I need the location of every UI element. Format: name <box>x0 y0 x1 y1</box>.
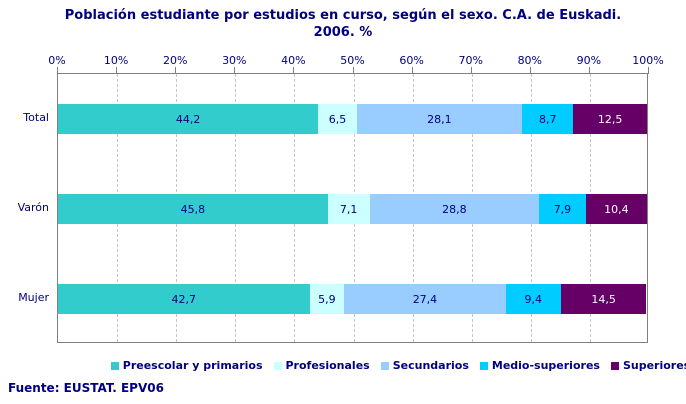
legend-item: Profesionales <box>273 359 370 372</box>
chart-title: Población estudiante por estudios en cur… <box>0 7 686 41</box>
legend-swatch <box>479 361 488 370</box>
bar-value-label: 28,8 <box>442 202 467 216</box>
bar-segment: 42,7 <box>58 284 310 314</box>
bar-value-label: 12,5 <box>597 112 623 126</box>
x-tick-label: 20% <box>162 54 188 67</box>
bar-row: 44,2 6,5 28,1 8,7 12,5 <box>58 104 647 134</box>
x-tick-mark <box>648 67 649 74</box>
x-tick-mark <box>411 67 413 74</box>
bar-value-label: 45,8 <box>180 202 206 216</box>
bar-segment: 6,5 <box>318 104 357 134</box>
chart-title-line-2: 2006. % <box>313 25 373 40</box>
category-label: Varón <box>17 201 49 214</box>
legend-swatch <box>610 361 619 370</box>
bar-segment: 5,9 <box>309 284 345 314</box>
bar-value-label: 42,7 <box>171 292 197 306</box>
x-tick-label: 80% <box>517 54 543 67</box>
x-tick-label: 30% <box>222 54 247 67</box>
bar-value-label: 10,4 <box>604 202 629 216</box>
legend-swatch <box>273 361 282 370</box>
legend-label: Preescolar y primarios <box>122 359 263 372</box>
legend: Preescolar y primarios Profesionales Secun… <box>110 359 686 372</box>
x-tick-mark <box>234 67 236 74</box>
bar-segment: 8,7 <box>522 104 574 134</box>
bar-value-label: 6,5 <box>328 112 347 126</box>
bar-value-label: 14,5 <box>591 292 616 306</box>
bar-segment: 10,4 <box>585 194 647 224</box>
plot-area: 44,2 6,5 28,1 8,7 12,5 45,8 7,1 28,8 7,9 10,4 42,7… <box>57 73 648 343</box>
legend-label: Superiores <box>622 359 686 372</box>
x-tick-mark <box>175 67 177 74</box>
x-tick-mark <box>116 67 118 74</box>
bar-value-label: 5,9 <box>318 292 336 306</box>
x-tick-mark <box>470 67 472 74</box>
legend-item: Superiores <box>610 359 686 372</box>
legend-swatch <box>380 361 389 370</box>
x-tick-label: 10% <box>103 54 129 67</box>
legend-label: Medio-superiores <box>491 359 600 372</box>
bar-value-label: 7,1 <box>339 202 358 216</box>
x-tick-mark <box>352 67 354 74</box>
legend-item: Preescolar y primarios <box>110 359 263 372</box>
bar-value-label: 27,4 <box>412 292 438 306</box>
source-note: Fuente: EUSTAT. EPV06 <box>8 381 164 395</box>
x-tick-label: 0% <box>48 54 66 67</box>
bar-segment: 28,1 <box>356 104 523 134</box>
x-tick-label: 60% <box>399 54 424 67</box>
bar-value-label: 7,9 <box>553 202 572 216</box>
bar-segment: 44,2 <box>58 104 319 134</box>
x-tick-mark <box>588 67 590 74</box>
legend-label: Profesionales <box>285 359 370 372</box>
category-label: Total <box>23 111 49 124</box>
bar-segment: 45,8 <box>58 194 328 224</box>
bar-segment: 7,9 <box>539 194 586 224</box>
chart-title-line-1: Población estudiante por estudios en cur… <box>64 8 622 23</box>
bar-segment: 12,5 <box>573 104 647 134</box>
bar-value-label: 28,1 <box>427 112 452 126</box>
bar-value-label: 44,2 <box>175 112 201 126</box>
x-tick-mark <box>57 67 58 74</box>
bar-segment: 14,5 <box>560 284 647 314</box>
legend-label: Secundarios <box>392 359 469 372</box>
bar-segment: 27,4 <box>344 284 506 314</box>
bar-value-label: 8,7 <box>538 112 557 126</box>
legend-item: Secundarios <box>380 359 469 372</box>
bar-segment: 9,4 <box>505 284 561 314</box>
bar-segment: 28,8 <box>369 194 540 224</box>
category-label: Mujer <box>18 291 49 304</box>
x-tick-label: 40% <box>281 54 306 67</box>
x-tick-label: 50% <box>340 54 365 67</box>
x-tick-mark <box>293 67 295 74</box>
x-tick-label: 70% <box>458 54 483 67</box>
bar-segment: 7,1 <box>327 194 370 224</box>
bar-row: 42,7 5,9 27,4 9,4 14,5 <box>58 284 647 314</box>
legend-item: Medio-superiores <box>479 359 600 372</box>
x-tick-label: 100% <box>632 54 664 67</box>
x-tick-label: 90% <box>576 54 602 67</box>
bar-row: 45,8 7,1 28,8 7,9 10,4 <box>58 194 647 224</box>
x-tick-mark <box>529 67 531 74</box>
legend-swatch <box>110 361 119 370</box>
bar-value-label: 9,4 <box>524 292 543 306</box>
